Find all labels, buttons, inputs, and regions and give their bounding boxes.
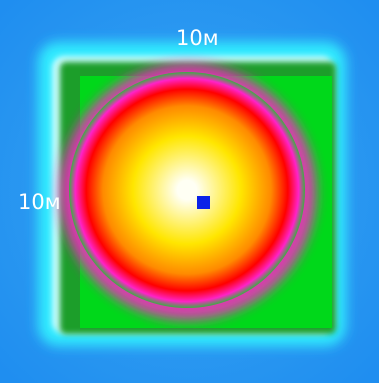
left-dimension-label: 10м: [18, 190, 61, 214]
top-dimension-label: 10м: [176, 26, 219, 50]
center-marker: [197, 196, 210, 209]
heat-core: [69, 72, 305, 308]
